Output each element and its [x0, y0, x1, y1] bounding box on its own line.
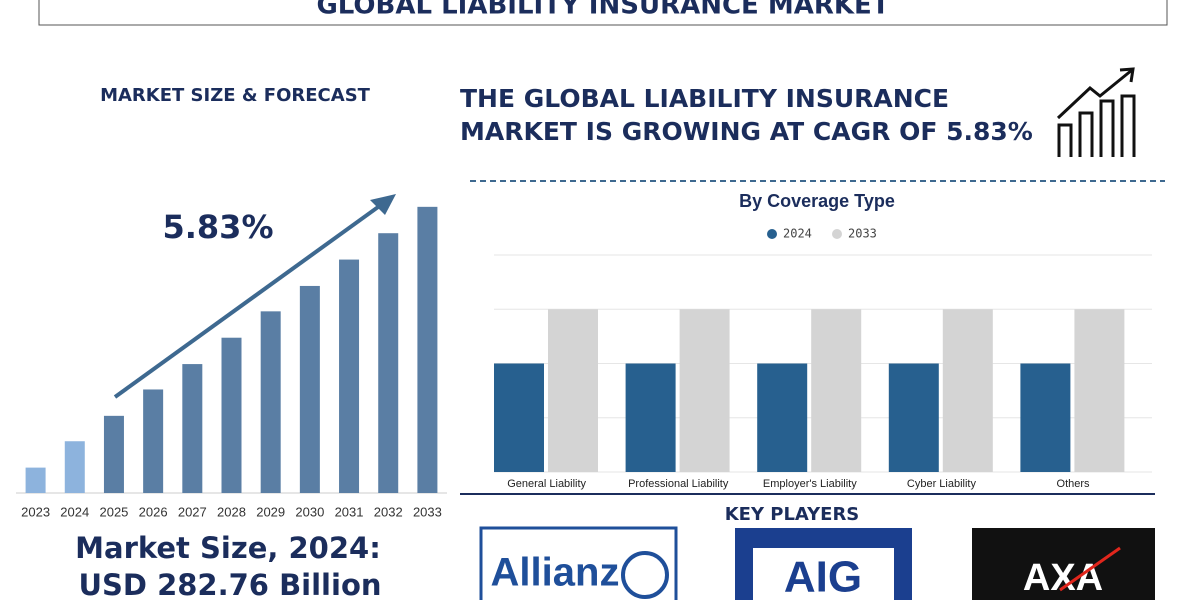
logo-mark [621, 551, 669, 599]
x-tick-label: 2028 [217, 504, 246, 519]
market-size-value: USD 282.76 Billion [78, 568, 381, 600]
bar [679, 309, 730, 472]
bar [143, 389, 164, 493]
legend-swatch [832, 229, 842, 239]
bar [260, 311, 281, 493]
bar [417, 206, 438, 493]
bar [1074, 309, 1125, 472]
x-tick-label: Others [1057, 478, 1091, 490]
bar [625, 363, 676, 472]
x-tick-label: 2024 [60, 504, 89, 519]
chart-title: By Coverage Type [739, 191, 895, 211]
x-tick-label: 2023 [21, 504, 50, 519]
header-title: GLOBAL LIABILITY INSURANCE MARKET [316, 0, 889, 21]
headline-line: MARKET IS GROWING AT CAGR OF 5.83% [460, 117, 1033, 146]
bar [339, 259, 360, 493]
bar [64, 441, 85, 493]
logo-inner [753, 548, 894, 600]
headline-line: THE GLOBAL LIABILITY INSURANCE [460, 84, 949, 113]
bar [299, 285, 320, 493]
bar [942, 309, 993, 472]
bar [103, 415, 124, 493]
x-tick-label: 2031 [335, 504, 364, 519]
bar [757, 363, 808, 472]
x-tick-label: 2025 [99, 504, 128, 519]
x-tick-label: Professional Liability [628, 478, 729, 490]
x-tick-label: Employer's Liability [763, 478, 857, 490]
logo-text: AIG [784, 553, 862, 600]
logo-text: Allianz [491, 551, 620, 595]
arrow-head [370, 194, 396, 215]
x-tick-label: 2032 [374, 504, 403, 519]
x-tick-label: 2027 [178, 504, 207, 519]
bar [888, 363, 939, 472]
market-size-label: Market Size, 2024: [75, 531, 381, 565]
bar [548, 309, 598, 472]
bar [378, 233, 399, 493]
legend-label: 2033 [848, 227, 877, 241]
legend-swatch [767, 229, 777, 239]
bar [811, 309, 862, 472]
panel-subtitle: MARKET SIZE & FORECAST [100, 85, 371, 106]
legend-label: 2024 [783, 227, 812, 241]
logo-box [479, 526, 678, 600]
x-tick-label: 2026 [139, 504, 168, 519]
key-players-title: KEY PLAYERS [725, 504, 860, 525]
bar [221, 337, 242, 493]
x-tick-label: Cyber Liability [907, 478, 977, 490]
logo-text: AXA [1023, 557, 1103, 599]
header-box [38, 0, 1168, 26]
trend-arrow [113, 200, 387, 399]
x-tick-label: 2033 [413, 504, 442, 519]
bar [1020, 363, 1071, 472]
x-tick-label: 2030 [295, 504, 324, 519]
bar [494, 363, 544, 472]
growth-icon [1056, 67, 1136, 157]
bar [182, 364, 203, 493]
bar [25, 467, 46, 493]
x-tick-label: 2029 [256, 504, 285, 519]
logo-mark [1059, 546, 1121, 592]
x-tick-label: General Liability [507, 478, 586, 490]
growth-label: 5.83% [162, 208, 273, 246]
